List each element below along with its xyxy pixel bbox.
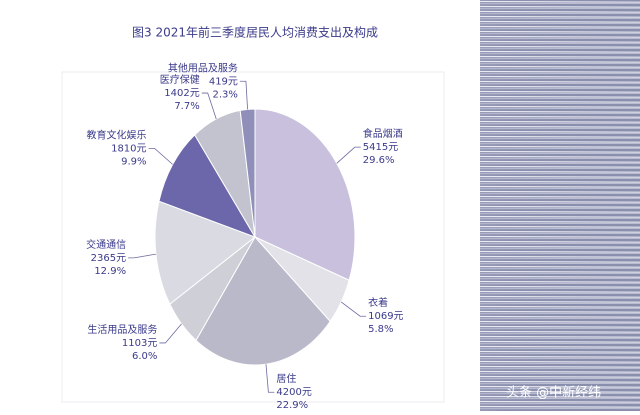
watermark: 头条 @中新经纬 <box>506 385 601 401</box>
slice-label: 居住 <box>276 372 296 385</box>
slice-label: 生活用品及服务 <box>87 323 157 336</box>
amount-label: 2365元 <box>91 253 126 264</box>
slice-label: 衣着 <box>368 296 388 309</box>
side-pattern <box>480 0 640 411</box>
value-label: 29.6% <box>363 155 395 166</box>
amount-label: 5415元 <box>363 142 398 153</box>
amount-label: 1810元 <box>111 143 146 154</box>
value-label: 9.9% <box>121 156 146 167</box>
amount-label: 1103元 <box>122 338 157 349</box>
amount-label: 1069元 <box>368 311 403 322</box>
slice-label: 医疗保健 <box>160 73 200 86</box>
pie-slice <box>195 236 331 366</box>
slice-label: 其他用品及服务 <box>168 61 238 74</box>
leader-line <box>265 364 275 393</box>
plot-frame <box>61 71 445 403</box>
pie-slice <box>158 134 257 238</box>
chart-title: 图3 2021年前三季度居民人均消费支出及构成 <box>132 25 378 40</box>
slice-label: 交通通信 <box>86 238 126 251</box>
leader-line <box>128 253 156 259</box>
leader-line <box>148 147 173 165</box>
value-label: 22.9% <box>276 400 308 411</box>
value-label: 5.8% <box>368 324 393 335</box>
amount-label: 4200元 <box>276 387 311 398</box>
leader-line <box>336 146 361 164</box>
value-label: 7.7% <box>174 101 199 112</box>
pie-slice <box>239 108 256 238</box>
leader-line <box>201 92 217 120</box>
leader-line <box>239 80 248 110</box>
leader-line <box>159 323 182 344</box>
value-label: 6.0% <box>132 351 157 362</box>
amount-label: 1402元 <box>164 88 199 99</box>
leader-line <box>340 301 367 317</box>
amount-label: 419元 <box>209 76 238 87</box>
pie-slice <box>254 108 356 281</box>
value-label: 12.9% <box>94 266 126 277</box>
slice-label: 食品烟酒 <box>363 127 403 140</box>
slice-label: 教育文化娱乐 <box>87 128 147 141</box>
value-label: 2.3% <box>213 89 238 100</box>
